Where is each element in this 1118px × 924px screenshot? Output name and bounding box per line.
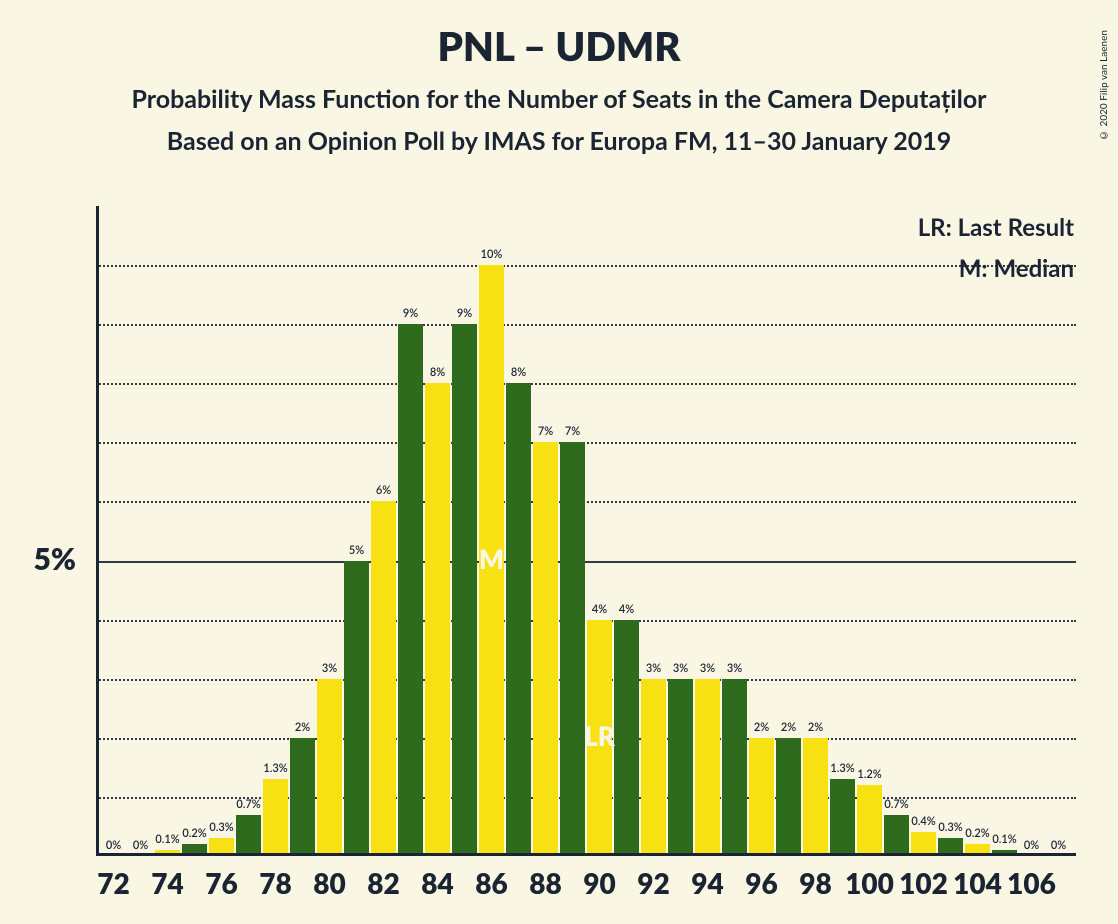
bar (560, 442, 585, 856)
bar (398, 324, 423, 856)
x-tick: 106 (1007, 866, 1056, 900)
y-tick-5pct: 5% (6, 541, 76, 577)
bar-value-label: 8% (489, 366, 549, 379)
x-tick: 88 (529, 866, 561, 900)
bar (290, 738, 315, 856)
x-tick: 104 (953, 866, 1002, 900)
x-tick: 96 (745, 866, 777, 900)
x-ticks: 72 74 76 78 80 82 84 86 88 90 92 94 96 98 100102104106 (96, 866, 1076, 916)
x-tick: 76 (205, 866, 237, 900)
y-axis (96, 206, 99, 856)
chart-title: PNL – UDMR (0, 22, 1118, 70)
x-tick: 72 (97, 866, 129, 900)
bar-value-label: 4% (597, 603, 657, 616)
bar (425, 383, 450, 856)
x-tick: 84 (421, 866, 453, 900)
bar (344, 561, 369, 856)
x-tick: 102 (899, 866, 948, 900)
bar (371, 501, 396, 856)
chart-subtitle-1: Probability Mass Function for the Number… (0, 84, 1118, 114)
bar (722, 679, 747, 856)
copyright-text: © 2020 Filip van Laenen (1098, 30, 1110, 141)
bar (587, 620, 612, 856)
x-tick: 78 (259, 866, 291, 900)
bar (668, 679, 693, 856)
x-tick: 86 (475, 866, 507, 900)
bar-value-label: 1.2% (840, 768, 900, 781)
x-tick: 82 (367, 866, 399, 900)
bar-value-label: 9% (381, 307, 441, 320)
bar (263, 779, 288, 856)
x-tick: 94 (691, 866, 723, 900)
bar (803, 738, 828, 856)
chart-subtitle-2: Based on an Opinion Poll by IMAS for Eur… (0, 126, 1118, 156)
bar (776, 738, 801, 856)
bar (236, 815, 261, 856)
bar (695, 679, 720, 856)
bar (857, 785, 882, 856)
bar (533, 442, 558, 856)
bar-value-label: 0% (1029, 839, 1089, 852)
plot-area: 0%0%0.1%0.2%0.3%0.7%1.3%2%3%5%6%9%8%9%10… (96, 206, 1076, 856)
bar-value-label: 3% (705, 662, 765, 675)
chart-area: 0%0%0.1%0.2%0.3%0.7%1.3%2%3%5%6%9%8%9%10… (96, 206, 1076, 856)
bar-value-label: 0.7% (867, 798, 927, 811)
x-tick: 100 (845, 866, 894, 900)
bar (641, 679, 666, 856)
bar (452, 324, 477, 856)
bar (749, 738, 774, 856)
bar-value-label: 7% (543, 425, 603, 438)
x-tick: 92 (637, 866, 669, 900)
bars-container: 0%0%0.1%0.2%0.3%0.7%1.3%2%3%5%6%9%8%9%10… (96, 206, 1076, 856)
bar (479, 265, 504, 856)
x-tick: 80 (313, 866, 345, 900)
x-axis (96, 853, 1076, 856)
bar (317, 679, 342, 856)
x-tick: 74 (151, 866, 183, 900)
x-tick: 90 (583, 866, 615, 900)
bar (506, 383, 531, 856)
bar-value-label: 10% (462, 248, 522, 261)
x-tick: 98 (799, 866, 831, 900)
bar-value-label: 2% (786, 721, 846, 734)
bar (830, 779, 855, 856)
bar (614, 620, 639, 856)
